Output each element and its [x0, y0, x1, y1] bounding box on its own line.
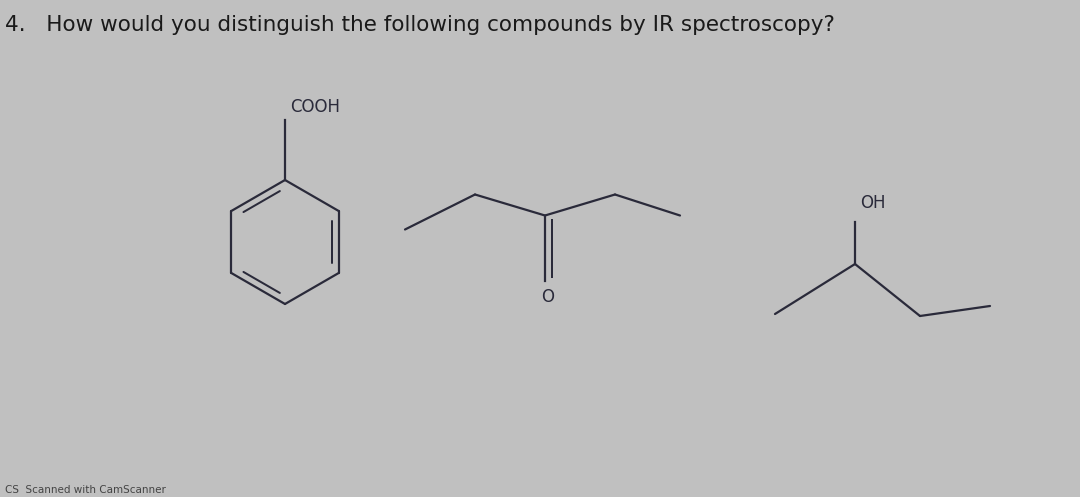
Text: O: O — [541, 287, 554, 306]
Text: OH: OH — [860, 194, 886, 212]
Text: COOH: COOH — [291, 98, 340, 116]
Text: 4.   How would you distinguish the following compounds by IR spectroscopy?: 4. How would you distinguish the followi… — [5, 15, 835, 35]
Text: CS  Scanned with CamScanner: CS Scanned with CamScanner — [5, 485, 166, 495]
